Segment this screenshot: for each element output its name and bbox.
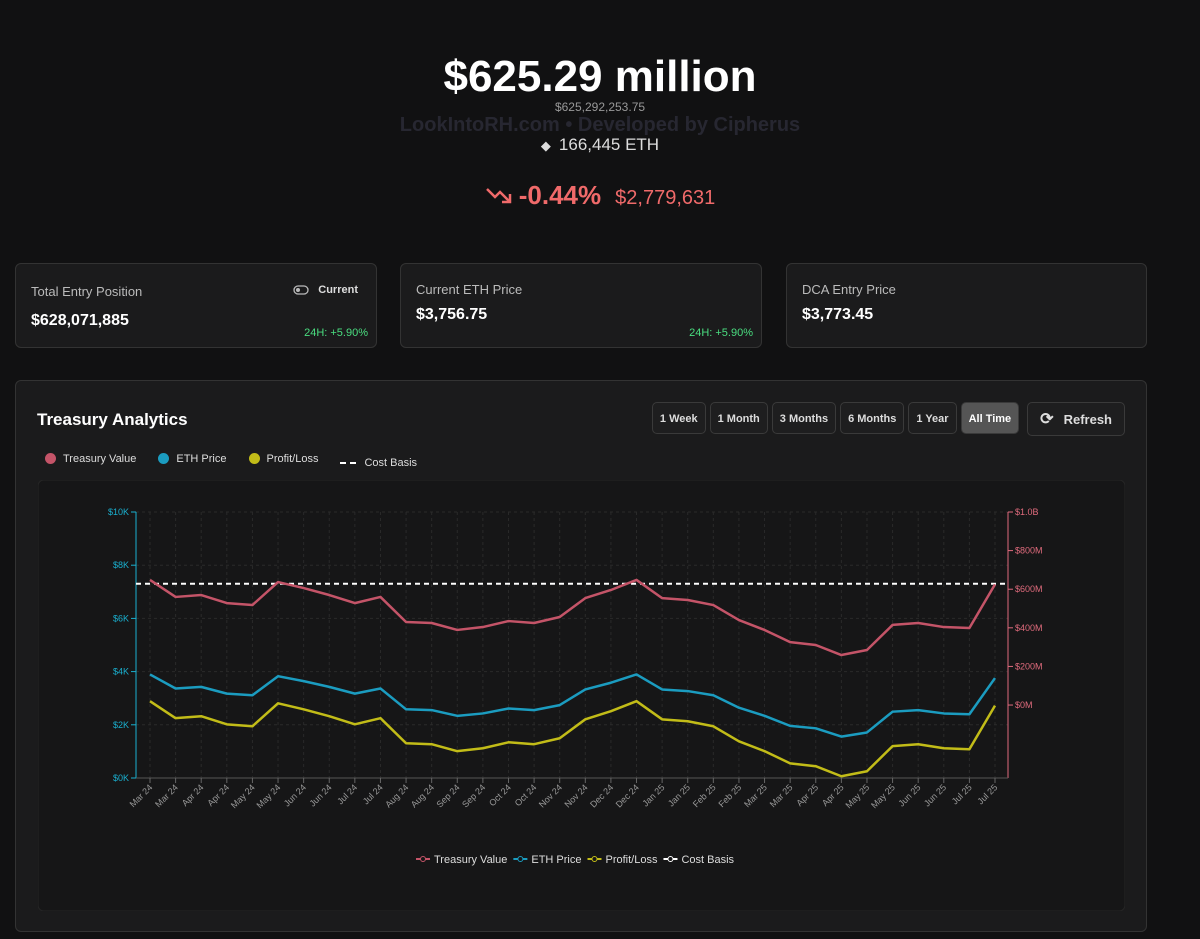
legend-marker	[591, 856, 598, 862]
legend-label: Cost Basis	[364, 457, 418, 469]
toggle[interactable]: Current	[293, 284, 358, 296]
card-change: 24H: +5.90%	[304, 327, 368, 339]
toggle-icon	[293, 285, 309, 295]
legend-dot	[158, 453, 170, 464]
legend-item: Cost Basis	[340, 457, 417, 469]
legend-label: Profit/Loss	[606, 854, 658, 866]
y-tick-label: $0K	[113, 773, 129, 783]
range-button[interactable]: All Time	[960, 402, 1020, 434]
y-tick-label: $4K	[113, 667, 129, 677]
analytics-panel: Treasury Analytics 1 Week 1 Month 3 Months…	[15, 380, 1147, 932]
legend-item: ETH Price	[158, 452, 227, 465]
exact-amount: $625,292,253.75	[554, 100, 646, 114]
card-label: DCA Entry Price	[802, 282, 896, 297]
legend-label: Treasury Value	[434, 854, 507, 866]
chart: $0K $2K $4K $6K $8K $10K $0M $200M $400M $600M $80…	[38, 480, 1125, 911]
y2-tick-label: $600M	[1015, 584, 1043, 594]
legend-marker	[420, 856, 426, 862]
card-value: $628,071,885	[31, 312, 129, 329]
legend-label: ETH Price	[176, 452, 227, 465]
range-button[interactable]: 1 Month	[709, 402, 768, 434]
y2-tick-label: $400M	[1015, 623, 1043, 633]
y-tick-label: $6K	[113, 613, 129, 623]
legend-item: Treasury Value	[45, 453, 136, 465]
eth-price-card: Current ETH Price $3,756.75 24H: +5.90%	[400, 263, 762, 348]
change-usd: $2,779,631	[615, 187, 716, 209]
legend-label: Profit/Loss	[266, 452, 319, 465]
y2-tick-label: $0M	[1015, 700, 1033, 710]
refresh-label: Refresh	[1063, 412, 1112, 427]
analytics-title: Treasury Analytics	[37, 410, 188, 429]
y2-tick-label: $200M	[1015, 661, 1043, 671]
legend-label: Treasury Value	[63, 452, 137, 465]
dca-card: DCA Entry Price $3,773.45	[786, 263, 1147, 348]
card-label: Current ETH Price	[416, 282, 523, 297]
refresh-button[interactable]: ⟳ Refresh	[1027, 402, 1125, 436]
card-value: $3,756.75	[416, 306, 488, 323]
legend-marker	[667, 856, 674, 862]
toggle-label: Current	[318, 284, 358, 296]
legend-label: Cost Basis	[681, 854, 734, 866]
y-tick-label: $2K	[113, 720, 129, 730]
chart-background	[38, 480, 1125, 911]
watermark: LookIntoRH.com • Developed by Cipherus	[399, 114, 801, 136]
y-tick-label: $8K	[113, 560, 129, 570]
refresh-icon: ⟳	[1040, 411, 1054, 428]
trend-down-icon	[485, 188, 511, 204]
legend-dot	[45, 453, 56, 464]
eth-holdings: ◆ 166,445 ETH	[0, 135, 1200, 155]
series-line	[149, 578, 997, 657]
y2-tick-label: $1.0B	[1015, 507, 1039, 517]
range-buttons: 1 Week 1 Month 3 Months 6 Months 1 Year All T…	[648, 402, 1125, 436]
card-change: 24H: +5.90%	[689, 327, 753, 339]
legend-dot	[248, 453, 260, 464]
series-line	[149, 699, 997, 778]
y-tick-label: $10K	[108, 507, 129, 517]
legend-label: ETH Price	[531, 854, 581, 866]
series-line	[149, 673, 997, 738]
range-button[interactable]: 6 Months	[840, 402, 905, 434]
change-pct: -0.44%	[518, 180, 602, 210]
card-label: Total Entry Position	[31, 284, 143, 299]
change-row: -0.44% $2,779,631	[0, 180, 1200, 211]
legend-item: Profit/Loss	[248, 452, 319, 465]
y2-tick-label: $800M	[1015, 546, 1043, 556]
eth-icon: ◆	[540, 138, 551, 153]
entry-card: Total Entry Position Current $628,071,88…	[15, 263, 377, 348]
legend-marker	[517, 856, 524, 862]
treasury-amount: $625.29 million	[443, 52, 757, 101]
legend-dash	[340, 462, 357, 464]
range-button[interactable]: 3 Months	[771, 402, 837, 434]
legend: Treasury Value ETH Price Profit/Loss Cost B…	[45, 451, 439, 469]
range-button[interactable]: 1 Year	[908, 402, 957, 434]
eth-amount: 166,445 ETH	[558, 135, 660, 154]
card-value: $3,773.45	[802, 306, 874, 323]
range-button[interactable]: 1 Week	[651, 402, 706, 434]
